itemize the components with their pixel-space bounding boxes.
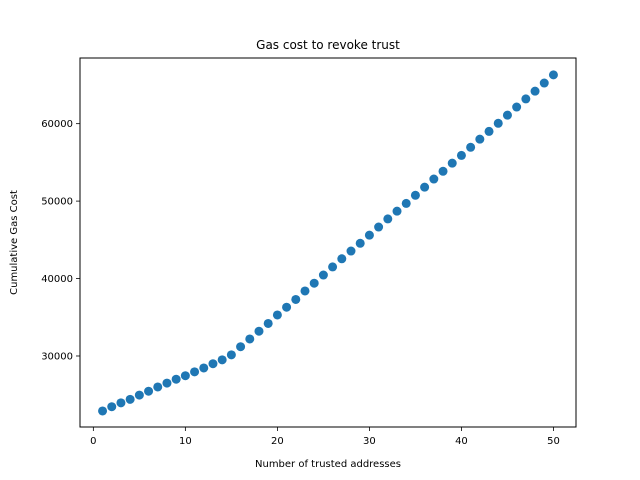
- data-point: [438, 166, 448, 176]
- y-tick-label: 50000: [41, 197, 73, 208]
- x-tick-label: 50: [547, 436, 560, 447]
- data-point: [190, 367, 200, 377]
- data-point: [282, 302, 292, 312]
- data-point: [125, 394, 135, 404]
- data-point: [346, 246, 356, 256]
- data-point: [539, 78, 549, 88]
- data-point: [410, 190, 420, 200]
- y-tick-label: 30000: [41, 351, 73, 362]
- data-point: [392, 206, 402, 216]
- data-point: [153, 382, 163, 392]
- data-point: [291, 294, 301, 304]
- data-point: [530, 86, 540, 96]
- data-point: [401, 198, 411, 208]
- data-point: [245, 334, 255, 344]
- y-tick-label: 40000: [41, 274, 73, 285]
- data-point: [429, 174, 439, 184]
- data-point: [364, 230, 374, 240]
- plot-frame: [79, 57, 577, 428]
- data-point: [208, 359, 218, 369]
- x-tick-label: 0: [90, 436, 96, 447]
- data-point: [217, 355, 227, 365]
- data-point: [420, 182, 430, 192]
- data-point: [548, 70, 558, 80]
- data-point: [521, 94, 531, 104]
- y-axis-ticks: 30000 40000 50000 60000: [41, 119, 80, 362]
- data-point: [447, 158, 457, 168]
- x-axis-ticks: 0 10 20 30 40 50: [90, 427, 560, 447]
- data-point: [98, 406, 108, 416]
- data-point: [374, 222, 384, 232]
- chart-title: Gas cost to revoke trust: [256, 38, 400, 52]
- x-axis-label: Number of trusted addresses: [255, 459, 401, 470]
- x-tick-label: 20: [271, 436, 284, 447]
- data-point: [107, 402, 117, 412]
- data-point: [328, 262, 338, 272]
- data-point: [466, 142, 476, 152]
- data-point: [355, 238, 365, 248]
- data-point: [171, 374, 181, 384]
- data-point: [383, 214, 393, 224]
- data-point: [254, 326, 264, 336]
- data-point: [318, 270, 328, 280]
- y-tick-label: 60000: [41, 119, 73, 130]
- y-axis-label: Cumulative Gas Cost: [9, 190, 20, 295]
- data-point: [162, 378, 172, 388]
- data-point: [116, 398, 126, 408]
- data-point: [199, 363, 209, 373]
- x-tick-label: 30: [363, 436, 376, 447]
- data-point: [144, 386, 154, 396]
- data-point: [309, 278, 319, 288]
- data-point: [475, 134, 485, 144]
- data-point: [456, 150, 466, 160]
- data-point: [134, 390, 144, 400]
- data-point: [180, 371, 190, 381]
- data-point: [484, 126, 494, 136]
- data-point: [236, 342, 246, 352]
- data-point: [512, 102, 522, 112]
- data-point: [226, 350, 236, 360]
- data-point: [493, 118, 503, 128]
- data-point: [263, 318, 273, 328]
- data-point: [502, 110, 512, 120]
- data-point: [272, 310, 282, 320]
- x-tick-label: 10: [179, 436, 192, 447]
- x-tick-label: 40: [455, 436, 468, 447]
- data-points: [98, 70, 558, 416]
- data-point: [337, 254, 347, 264]
- data-point: [300, 286, 310, 296]
